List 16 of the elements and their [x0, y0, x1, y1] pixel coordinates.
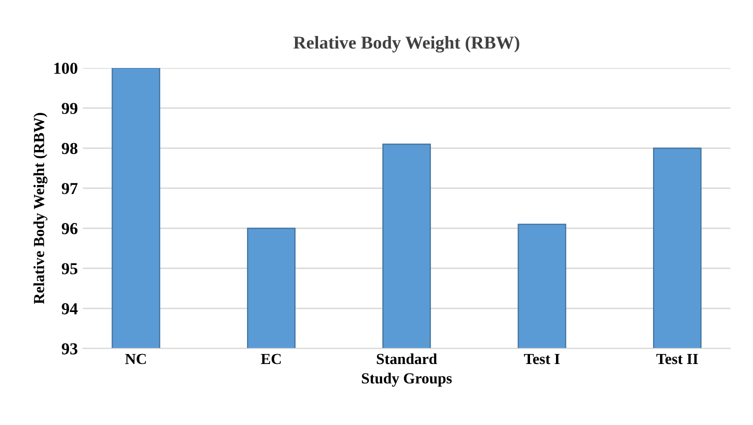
x-axis-title: Study Groups	[362, 372, 452, 387]
y-axis-title: Relative Body Weight (RBW)	[33, 112, 48, 304]
x-tick-label: Test I	[524, 354, 560, 364]
y-tick-label: 96	[62, 223, 78, 234]
y-tick-label: 99	[62, 102, 78, 114]
y-tick-label: 95	[62, 263, 78, 274]
x-tick-label: Test II	[656, 354, 698, 364]
y-tick-label: 98	[62, 142, 78, 154]
x-tick-label: NC	[125, 354, 146, 364]
x-tick-label: Standard	[376, 353, 438, 364]
y-tick-label: 94	[62, 303, 78, 314]
y-tick-label: 93	[62, 343, 78, 354]
chart-title: Relative Body Weight (RBW)	[293, 36, 520, 53]
y-tick-label: 100	[54, 62, 78, 74]
x-tick-label: EC	[260, 354, 281, 364]
y-tick-label: 97	[62, 182, 78, 194]
